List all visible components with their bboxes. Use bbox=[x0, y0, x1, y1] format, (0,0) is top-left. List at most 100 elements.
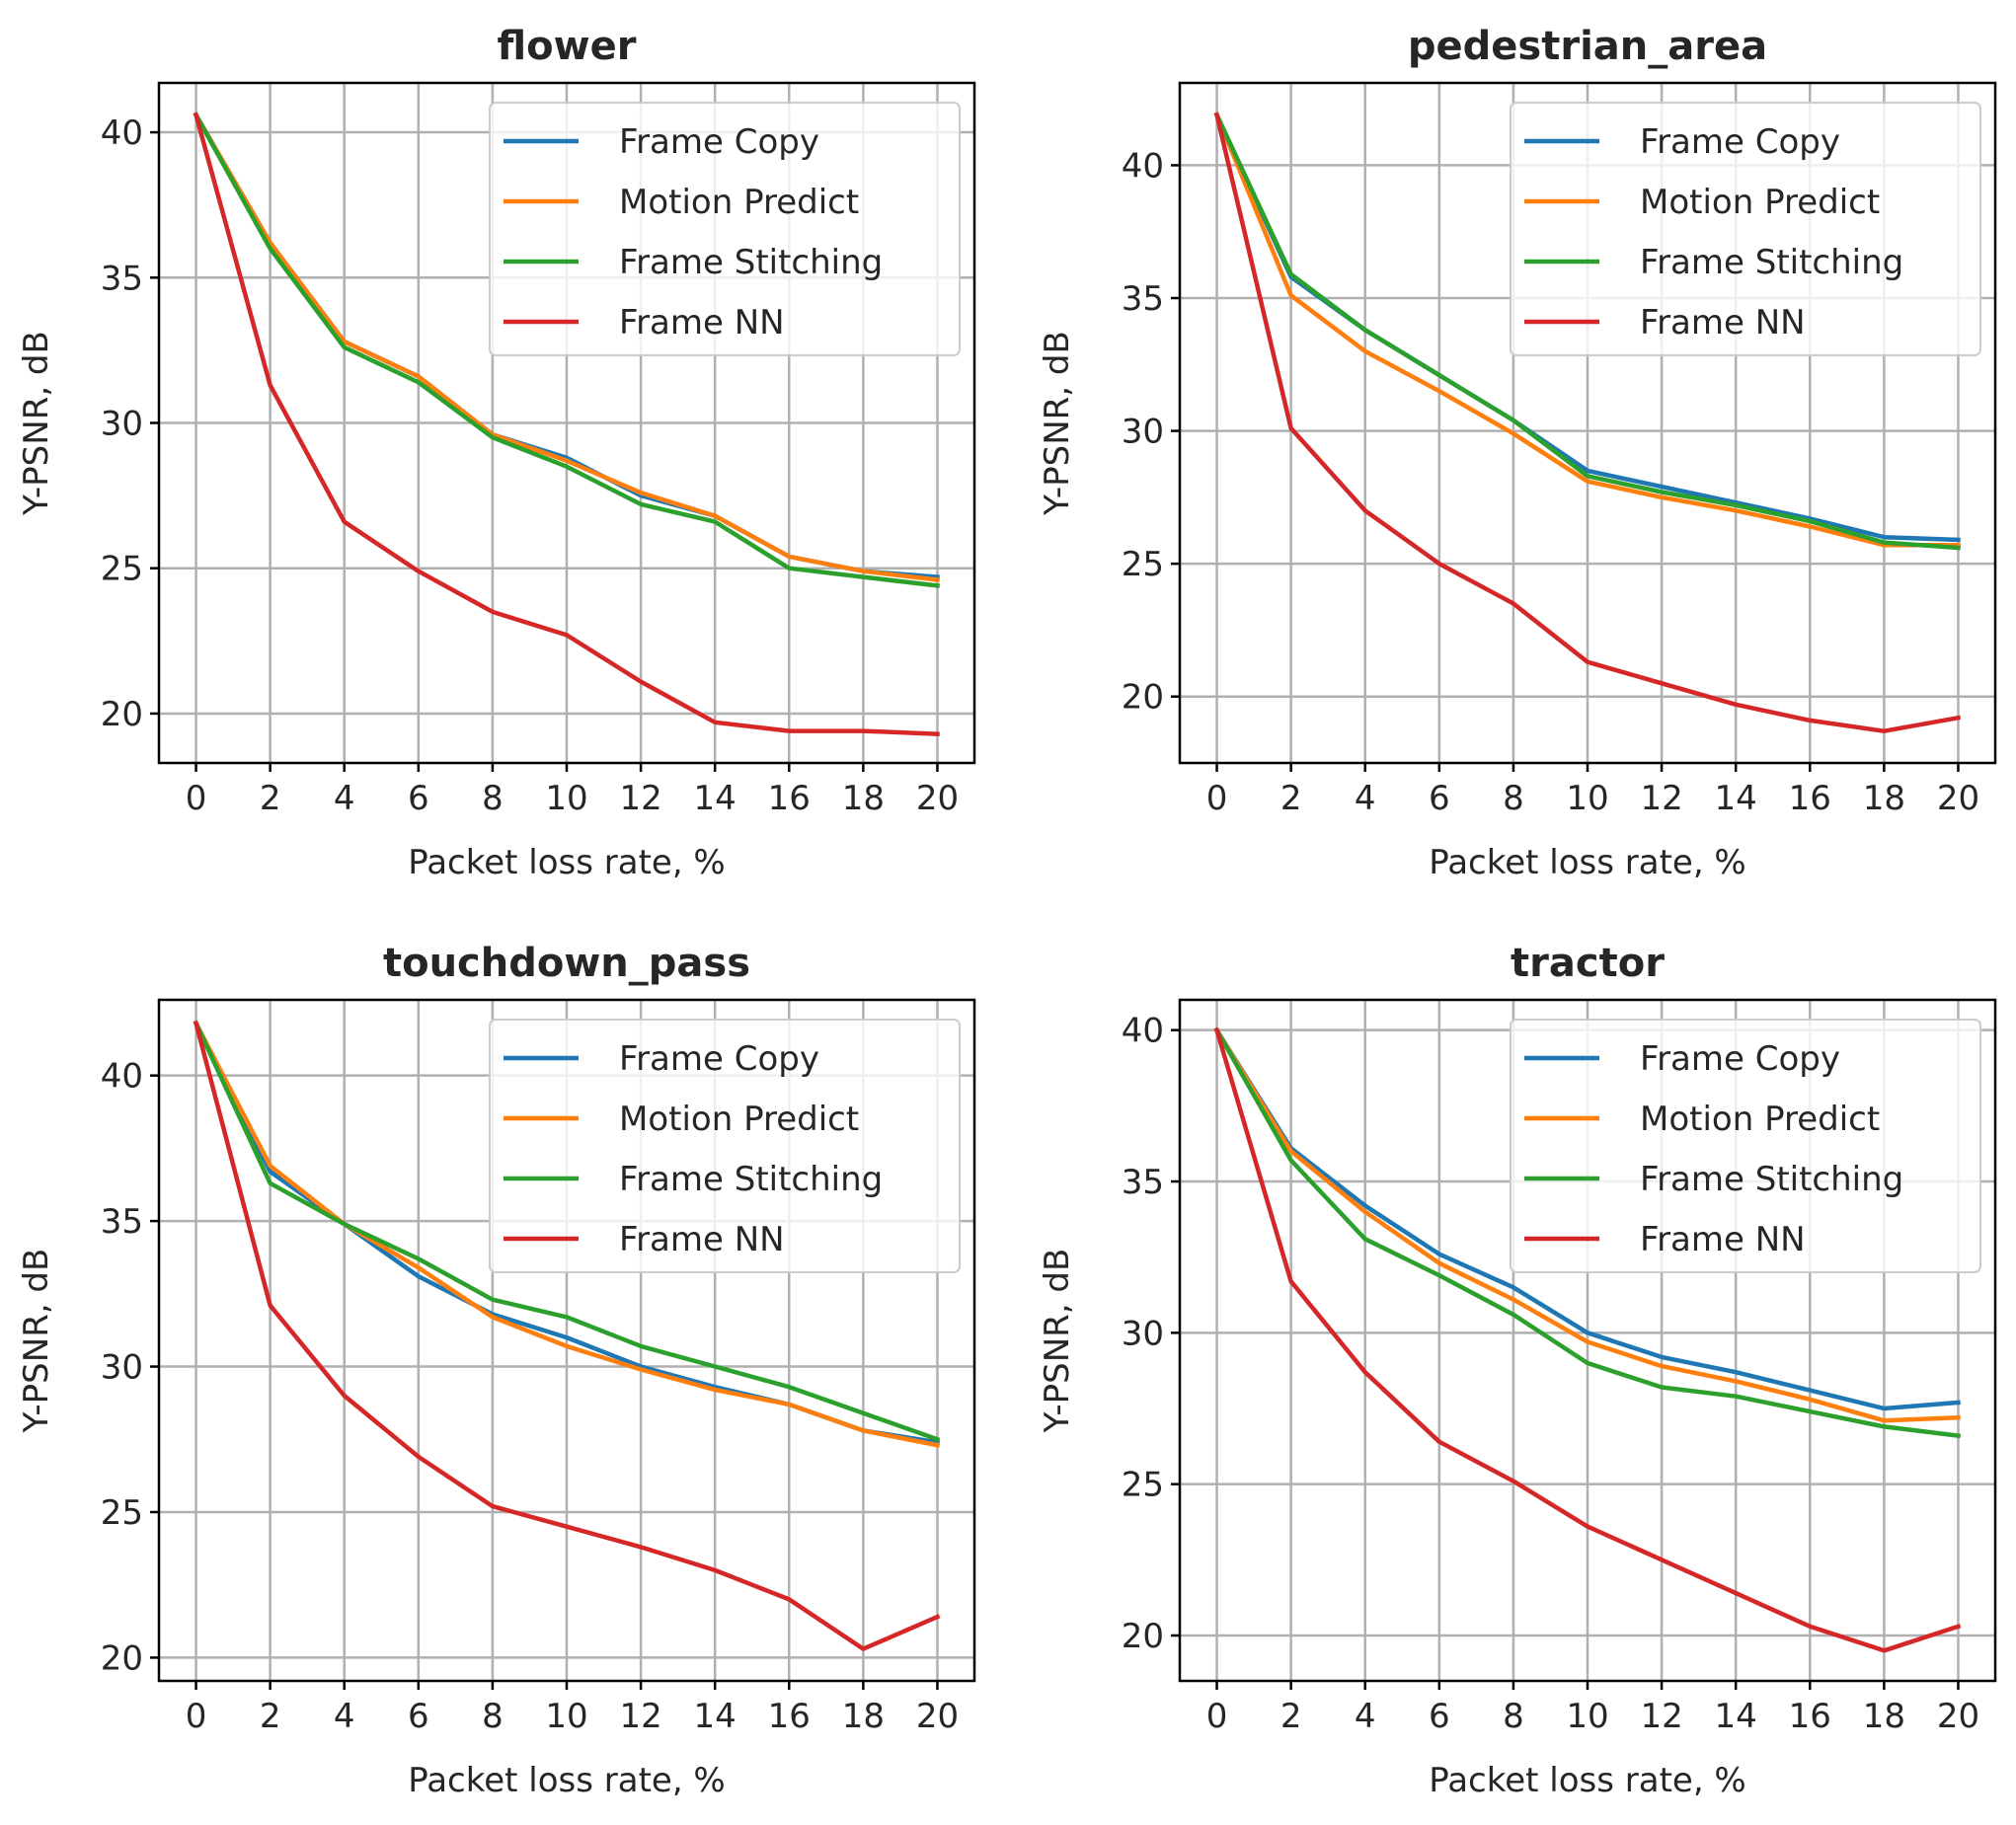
x-tick-label: 0 bbox=[186, 1697, 207, 1736]
legend-label: Frame NN bbox=[1640, 303, 1806, 342]
legend-label: Motion Predict bbox=[1640, 1100, 1880, 1139]
y-tick-label: 30 bbox=[1122, 1314, 1164, 1353]
x-tick-label: 12 bbox=[1640, 1697, 1682, 1736]
y-tick-label: 20 bbox=[1122, 678, 1164, 718]
series-line-motion-predict bbox=[1213, 1027, 1961, 1423]
y-tick-label: 35 bbox=[101, 1202, 143, 1242]
legend-label: Frame Stitching bbox=[619, 1160, 883, 1199]
chart-title: tractor bbox=[1511, 941, 1665, 986]
series-line-frame-stitching bbox=[193, 112, 940, 588]
x-tick-label: 20 bbox=[1937, 1697, 1979, 1736]
x-tick-label: 18 bbox=[842, 779, 885, 818]
series-line-frame-nn bbox=[1213, 112, 1962, 733]
series-line-motion-predict bbox=[1213, 112, 1961, 548]
y-tick-label: 35 bbox=[1122, 1163, 1164, 1202]
x-tick-label: 8 bbox=[1503, 779, 1524, 818]
y-axis-label: Y-PSNR, dB bbox=[17, 331, 56, 516]
y-tick-label: 25 bbox=[1122, 1466, 1164, 1505]
x-tick-label: 16 bbox=[1789, 1697, 1831, 1736]
series-line-frame-nn bbox=[193, 112, 940, 736]
y-tick-label: 40 bbox=[1122, 146, 1164, 186]
x-tick-label: 10 bbox=[1566, 779, 1608, 818]
legend-label: Frame Stitching bbox=[1640, 243, 1903, 282]
x-axis-label: Packet loss rate, % bbox=[1429, 843, 1746, 882]
x-tick-label: 4 bbox=[334, 779, 355, 818]
series-line-motion-predict bbox=[193, 112, 940, 582]
x-tick-label: 12 bbox=[619, 1697, 661, 1736]
legend: Frame Copy Motion Predict Frame Stitching F… bbox=[489, 102, 961, 356]
legend-label: Frame NN bbox=[619, 1220, 785, 1259]
x-tick-label: 8 bbox=[482, 1697, 504, 1736]
y-tick-label: 30 bbox=[101, 405, 143, 444]
x-tick-label: 14 bbox=[1715, 779, 1757, 818]
y-tick-label: 25 bbox=[101, 550, 143, 589]
x-axis-label: Packet loss rate, % bbox=[1429, 1761, 1746, 1800]
x-tick-label: 18 bbox=[1863, 1697, 1905, 1736]
legend: Frame Copy Motion Predict Frame Stitching F… bbox=[489, 1019, 961, 1273]
y-tick-label: 40 bbox=[101, 114, 143, 153]
y-tick-label: 30 bbox=[1122, 413, 1164, 452]
x-tick-label: 0 bbox=[1206, 1697, 1228, 1736]
series-line-frame-stitching bbox=[1213, 1027, 1962, 1439]
legend-label: Frame NN bbox=[619, 303, 785, 342]
x-tick-label: 12 bbox=[619, 779, 661, 818]
y-tick-label: 35 bbox=[101, 259, 143, 298]
y-tick-label: 30 bbox=[101, 1348, 143, 1388]
x-tick-label: 10 bbox=[1566, 1697, 1608, 1736]
legend-label: Frame Copy bbox=[1640, 1039, 1840, 1079]
x-tick-label: 2 bbox=[1280, 1697, 1302, 1736]
x-tick-label: 16 bbox=[768, 1697, 811, 1736]
y-tick-label: 20 bbox=[1122, 1617, 1164, 1656]
chart-title: touchdown_pass bbox=[383, 941, 750, 986]
x-tick-label: 6 bbox=[408, 779, 429, 818]
y-axis-label: Y-PSNR, dB bbox=[1038, 331, 1077, 516]
x-tick-label: 0 bbox=[186, 779, 207, 818]
series-line-frame-stitching bbox=[1213, 112, 1961, 551]
legend-box bbox=[1510, 1019, 1981, 1273]
y-tick-label: 25 bbox=[1122, 545, 1164, 584]
x-tick-label: 0 bbox=[1206, 779, 1228, 818]
x-tick-label: 2 bbox=[260, 779, 281, 818]
legend-box bbox=[489, 102, 961, 356]
x-tick-label: 20 bbox=[916, 779, 959, 818]
series-line-frame-nn bbox=[1213, 1027, 1962, 1653]
x-tick-label: 14 bbox=[694, 779, 737, 818]
x-tick-label: 12 bbox=[1640, 779, 1682, 818]
x-tick-label: 18 bbox=[842, 1697, 885, 1736]
subplot-4: 0 2 4 6 8 10 12 14 16 18 20 20 25 30 35 40 tractor Packet… bbox=[1038, 941, 1997, 1800]
x-tick-label: 10 bbox=[545, 1697, 587, 1736]
y-tick-label: 40 bbox=[101, 1057, 143, 1097]
x-tick-label: 16 bbox=[768, 779, 811, 818]
legend: Frame Copy Motion Predict Frame Stitching F… bbox=[1510, 1019, 1981, 1273]
x-tick-label: 4 bbox=[334, 1697, 355, 1736]
x-tick-label: 14 bbox=[694, 1697, 737, 1736]
x-tick-label: 4 bbox=[1355, 779, 1376, 818]
series-line-frame-copy bbox=[1213, 1027, 1961, 1411]
y-axis-label: Y-PSNR, dB bbox=[17, 1249, 56, 1434]
legend-label: Frame Copy bbox=[1640, 122, 1840, 162]
legend-label: Motion Predict bbox=[619, 183, 859, 222]
x-axis-label: Packet loss rate, % bbox=[408, 843, 726, 882]
subplot-2: 0 2 4 6 8 10 12 14 16 18 20 20 25 30 35 40 pedestrian_ar… bbox=[1038, 24, 1997, 882]
series-line-frame-stitching bbox=[193, 1020, 941, 1443]
y-tick-label: 25 bbox=[101, 1493, 143, 1533]
y-axis-label: Y-PSNR, dB bbox=[1038, 1249, 1077, 1434]
legend-label: Frame Stitching bbox=[1640, 1160, 1903, 1199]
x-tick-label: 20 bbox=[916, 1697, 959, 1736]
legend-label: Frame Stitching bbox=[619, 243, 883, 282]
chart-title: flower bbox=[498, 24, 637, 69]
legend-label: Motion Predict bbox=[1640, 183, 1880, 222]
x-tick-label: 18 bbox=[1863, 779, 1905, 818]
y-tick-label: 35 bbox=[1122, 279, 1164, 319]
series-line-motion-predict bbox=[193, 1020, 941, 1448]
y-tick-label: 40 bbox=[1122, 1012, 1164, 1051]
x-tick-label: 2 bbox=[260, 1697, 281, 1736]
subplot-3: 0 2 4 6 8 10 12 14 16 18 20 20 25 30 35 40 touchdown_pas… bbox=[17, 941, 976, 1800]
x-tick-label: 6 bbox=[1429, 1697, 1450, 1736]
x-tick-label: 6 bbox=[1429, 779, 1450, 818]
x-tick-label: 20 bbox=[1937, 779, 1979, 818]
x-tick-label: 16 bbox=[1789, 779, 1831, 818]
x-tick-label: 6 bbox=[408, 1697, 429, 1736]
x-tick-label: 2 bbox=[1280, 779, 1302, 818]
x-tick-label: 8 bbox=[482, 779, 504, 818]
